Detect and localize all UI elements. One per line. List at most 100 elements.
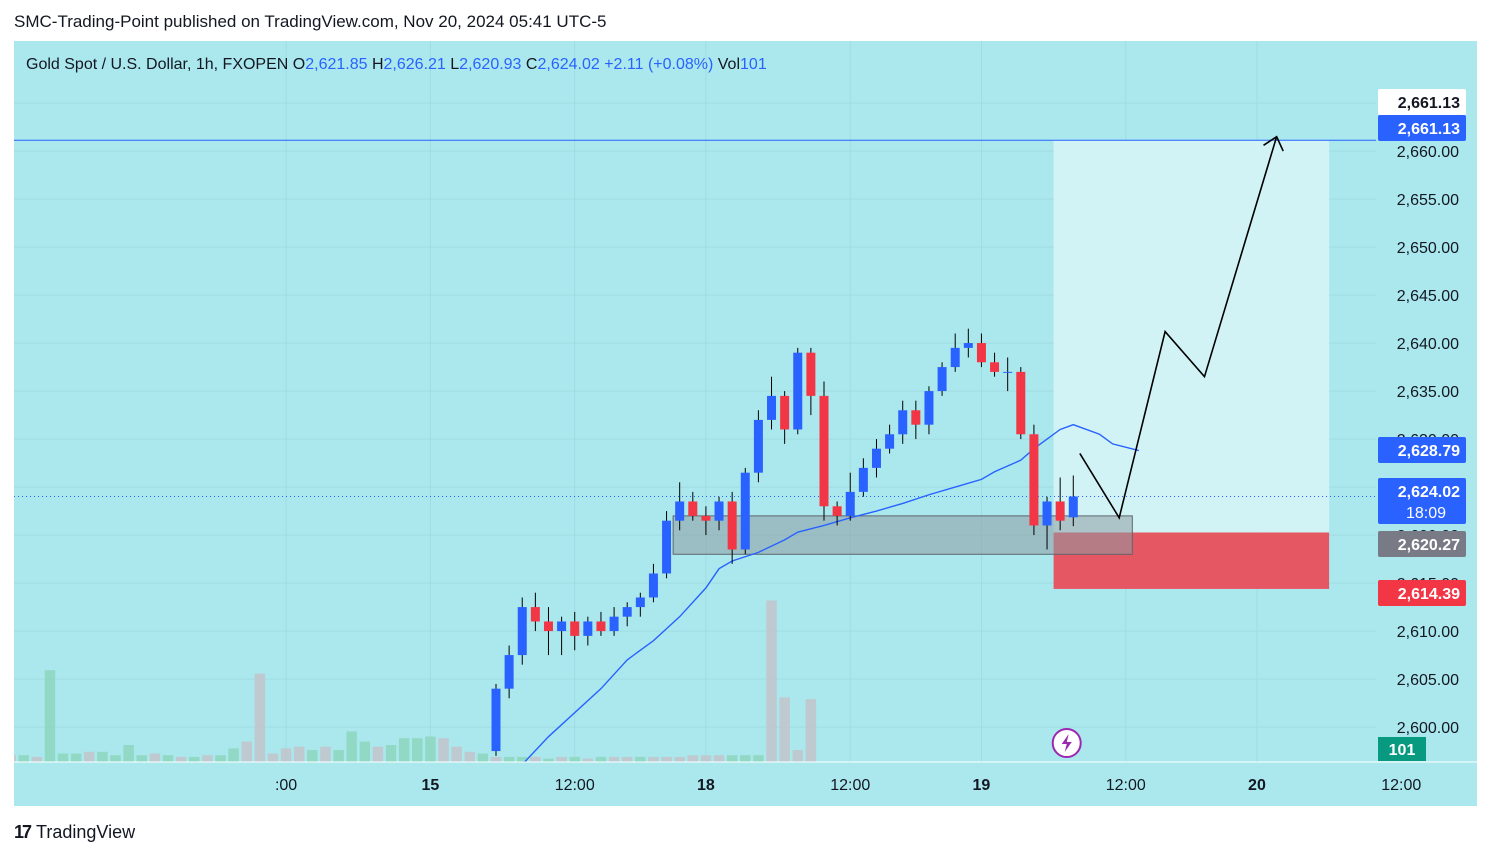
volume-bar	[385, 745, 397, 762]
low-label: L	[450, 56, 459, 73]
volume-bar	[136, 755, 148, 762]
y-tick-label: 2,645.00	[1397, 288, 1459, 305]
volume-bar	[438, 738, 449, 762]
countdown-label: 18:09	[1406, 505, 1446, 522]
open-value: 2,621.85	[305, 56, 372, 73]
lightning-glyph	[1061, 734, 1072, 752]
volume-bar	[477, 753, 489, 762]
chart-panel[interactable]: 2,665.002,660.002,655.002,650.002,645.00…	[14, 41, 1477, 806]
candle-body	[871, 448, 881, 468]
volume-bar	[398, 738, 410, 762]
volume-bar	[162, 755, 174, 762]
volume-bar	[228, 748, 239, 762]
price-label-hline	[1378, 115, 1466, 141]
open-label: O	[293, 56, 305, 73]
price-label-text: 2,661.13	[1398, 121, 1460, 138]
price-scale	[1376, 41, 1477, 806]
candle-body	[504, 655, 514, 689]
moving-average-line	[495, 423, 1140, 793]
volume-bar	[740, 755, 751, 762]
volume-bar	[608, 756, 620, 762]
volume-bar	[254, 673, 266, 762]
volume-bar	[556, 756, 567, 762]
volume-bar	[333, 750, 344, 762]
volume-bar	[188, 756, 200, 762]
price-label-entry	[1378, 531, 1466, 557]
ohlc-legend[interactable]: Gold Spot / U.S. Dollar, 1h, FXOPEN O2,6…	[26, 56, 767, 73]
candle-body	[885, 434, 895, 449]
candle-body	[688, 501, 698, 516]
candle-body	[1029, 434, 1039, 526]
volume-bar	[700, 755, 712, 762]
volume-bar	[674, 756, 685, 762]
candle-body	[1003, 371, 1013, 373]
price-label-text: 2,628.79	[1398, 443, 1460, 460]
volume-bar	[687, 755, 699, 762]
volume-bar	[70, 753, 82, 762]
candle-body	[740, 472, 750, 550]
time-axis	[14, 762, 1477, 806]
volume-bar	[805, 699, 817, 762]
x-tick-label: :00	[275, 777, 297, 794]
price-label-text: 2,614.39	[1398, 586, 1460, 603]
volume-bar	[267, 753, 279, 762]
volume-bar	[110, 755, 121, 762]
candle-body	[570, 621, 580, 636]
publisher-line: SMC-Trading-Point published on TradingVi…	[14, 12, 607, 31]
volume-bar	[123, 745, 134, 762]
volume-label: Vol	[718, 56, 740, 73]
candle-body	[898, 410, 908, 435]
price-chart[interactable]: 2,665.002,660.002,655.002,650.002,645.00…	[14, 41, 1477, 806]
projection-arrowhead	[1263, 135, 1284, 152]
candle-body	[924, 391, 934, 425]
volume-bar	[307, 750, 318, 762]
volume-bar	[346, 731, 357, 762]
candle-body	[819, 395, 829, 507]
price-label-text: 2,661.13	[1398, 95, 1460, 112]
candle-body	[1042, 501, 1052, 526]
price-label-text: 2,624.02	[1398, 484, 1460, 501]
candle-body	[675, 501, 685, 521]
projection-path	[1079, 136, 1278, 520]
volume-bar	[464, 751, 476, 762]
candle-body	[1055, 501, 1065, 521]
candle-body	[662, 520, 672, 574]
volume-bar	[57, 753, 69, 762]
volume-bar	[31, 756, 43, 762]
volume-bar	[530, 756, 541, 762]
candle-body	[780, 395, 790, 430]
candle-body	[806, 352, 816, 396]
tradingview-footer[interactable]: 17 TradingView	[14, 822, 135, 843]
volume-badge-label: 101	[1389, 742, 1416, 759]
volume-bar	[241, 741, 252, 762]
volume-bar	[661, 756, 672, 762]
candle-body	[950, 347, 960, 368]
symbol-title: Gold Spot / U.S. Dollar, 1h, FXOPEN	[26, 56, 293, 73]
volume-bar	[516, 756, 528, 762]
candle-body	[727, 501, 737, 550]
price-label-stop	[1378, 580, 1466, 606]
tradingview-brand: TradingView	[36, 822, 136, 842]
candle-body	[648, 573, 658, 598]
candle-body	[543, 621, 553, 632]
candle-body	[976, 343, 986, 363]
volume-bar	[372, 746, 384, 762]
candle-body	[557, 621, 567, 632]
volume-bar	[726, 755, 738, 762]
price-label-top	[1378, 89, 1466, 115]
volume-bar	[792, 750, 804, 762]
volume-bar	[713, 755, 725, 762]
volume-bar	[569, 756, 580, 762]
x-tick-label: 12:00	[1381, 777, 1421, 794]
candle-body	[701, 515, 711, 521]
low-value: 2,620.93	[459, 56, 526, 73]
volume-bar	[320, 746, 331, 762]
volume-bar	[582, 758, 594, 762]
volume-bar	[425, 736, 436, 762]
volume-bar	[215, 755, 226, 762]
y-tick-label: 2,610.00	[1397, 624, 1459, 641]
candle-body	[596, 621, 606, 632]
target-zone	[1053, 140, 1330, 533]
y-tick-label: 2,635.00	[1397, 384, 1459, 401]
candle-body	[583, 621, 593, 636]
